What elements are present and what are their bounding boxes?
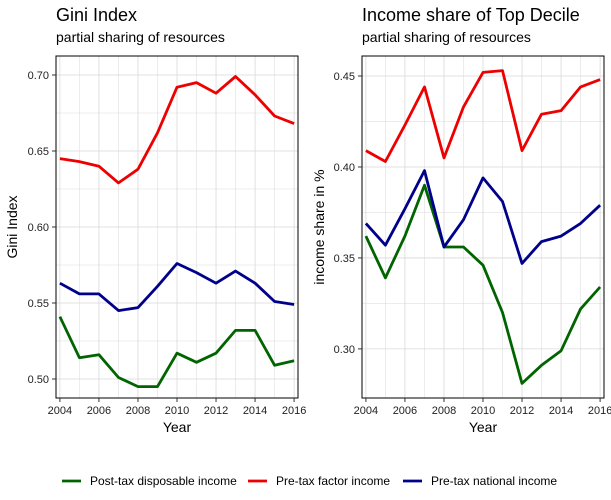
y-tick-label: 0.55 bbox=[28, 298, 49, 310]
legend-item-pre-tax-factor: Pre-tax factor income bbox=[248, 474, 390, 488]
series-line-pre-tax-factor bbox=[365, 69, 601, 163]
x-tick-label: 2012 bbox=[510, 405, 534, 417]
y-axis-title: Gini Index bbox=[4, 195, 20, 258]
y-tick-label: 0.40 bbox=[334, 162, 355, 174]
legend-label: Pre-tax factor income bbox=[276, 474, 390, 488]
x-tick-label: 2004 bbox=[354, 405, 378, 417]
legend-item-post-tax-disposable: Post-tax disposable income bbox=[62, 474, 237, 488]
x-tick-label: 2014 bbox=[243, 405, 267, 417]
y-tick-label: 0.65 bbox=[28, 146, 49, 158]
y-tick-label: 0.60 bbox=[28, 222, 49, 234]
x-axis-title: Year bbox=[163, 419, 192, 435]
y-tick-label: 0.30 bbox=[334, 344, 355, 356]
series-line-pre-tax-national bbox=[364, 169, 602, 265]
y-tick-label: 0.45 bbox=[334, 71, 355, 83]
y-tick-label: 0.50 bbox=[28, 374, 49, 386]
chart-subtitle: partial sharing of resources bbox=[362, 29, 531, 45]
y-axis-title: income share in % bbox=[311, 169, 327, 284]
gini-index-panel: Gini Index partial sharing of resources 0.… bbox=[4, 5, 306, 435]
legend-label: Post-tax disposable income bbox=[90, 474, 237, 488]
x-tick-label: 2006 bbox=[393, 405, 417, 417]
x-tick-label: 2004 bbox=[48, 405, 72, 417]
x-tick-label: 2010 bbox=[165, 405, 189, 417]
x-tick-label: 2016 bbox=[282, 405, 306, 417]
x-tick-label: 2010 bbox=[471, 405, 495, 417]
legend-label: Pre-tax national income bbox=[431, 474, 557, 488]
x-tick-label: 2016 bbox=[588, 405, 611, 417]
y-tick-label: 0.70 bbox=[28, 70, 49, 82]
chart-subtitle: partial sharing of resources bbox=[56, 29, 225, 45]
x-tick-label: 2012 bbox=[204, 405, 228, 417]
chart-title: Gini Index bbox=[56, 5, 137, 25]
x-axis-title: Year bbox=[469, 419, 498, 435]
legend: Post-tax disposable income Pre-tax factor… bbox=[62, 474, 557, 488]
series-line-pre-tax-factor bbox=[59, 75, 295, 185]
y-tick-label: 0.35 bbox=[334, 253, 355, 265]
series-line-pre-tax-national bbox=[59, 262, 295, 313]
series-line-post-tax-disposable bbox=[58, 316, 295, 389]
x-tick-label: 2008 bbox=[432, 405, 456, 417]
x-tick-label: 2014 bbox=[549, 405, 573, 417]
top-decile-panel: Income share of Top Decile partial sharin… bbox=[311, 5, 611, 435]
chart-title: Income share of Top Decile bbox=[362, 5, 580, 25]
series-line-post-tax-disposable bbox=[364, 183, 602, 385]
x-tick-label: 2006 bbox=[87, 405, 111, 417]
x-tick-label: 2008 bbox=[126, 405, 150, 417]
legend-item-pre-tax-national: Pre-tax national income bbox=[403, 474, 557, 488]
